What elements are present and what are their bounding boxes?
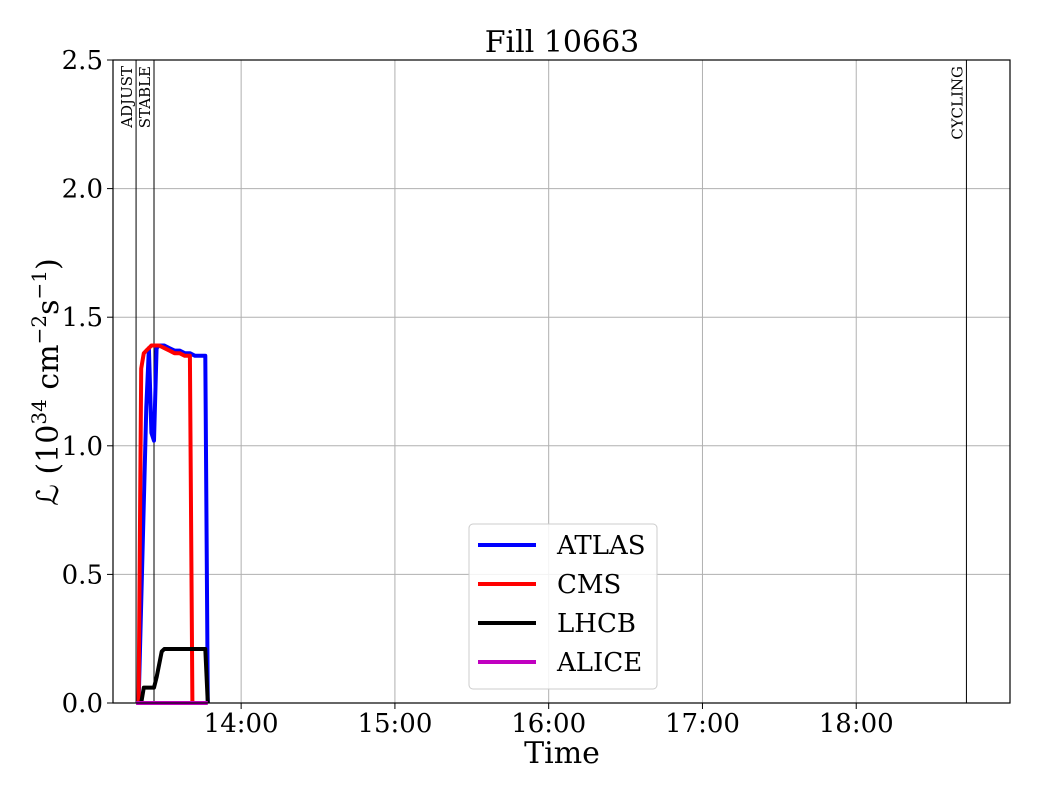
y-tick-label: 0.0 — [62, 689, 103, 719]
x-tick-label: 18:00 — [819, 709, 894, 739]
x-tick-label: 16:00 — [511, 709, 586, 739]
y-label-exp2: −2 — [27, 315, 51, 344]
y-label-mid: cm — [31, 344, 66, 399]
phase-label-adjust: ADJUST — [118, 66, 136, 129]
legend-label-cms: CMS — [557, 570, 621, 600]
series-line-lhcb — [138, 647, 210, 705]
legend-label-alice: ALICE — [556, 648, 642, 678]
phase-label-cycling: CYCLING — [948, 66, 966, 140]
y-tick-label: 0.5 — [62, 560, 103, 590]
y-tick-label: 2.0 — [62, 175, 103, 205]
legend-label-atlas: ATLAS — [556, 531, 646, 561]
y-label-main: ℒ (10 — [31, 425, 66, 506]
x-tick-label: 14:00 — [204, 709, 279, 739]
y-tick-label: 1.5 — [62, 303, 103, 333]
y-tick-label: 1.0 — [62, 432, 103, 462]
y-label-exp3: −1 — [27, 270, 51, 299]
y-label-mid2: s — [31, 300, 66, 315]
x-tick-label: 15:00 — [357, 709, 432, 739]
legend-label-lhcb: LHCB — [557, 609, 636, 639]
legend: ATLAS CMS LHCB ALICE — [468, 523, 658, 690]
y-label-exp1: 34 — [27, 399, 51, 424]
x-axis-label: Time — [524, 736, 600, 771]
plot-frame — [112, 59, 1011, 704]
y-axis-label: ℒ (1034 cm−2s−1) — [27, 258, 66, 505]
x-tick-label: 17:00 — [665, 709, 740, 739]
legend-box — [468, 523, 658, 690]
phase-markers: ADJUST STABLE CYCLING — [118, 60, 967, 703]
series-layer — [136, 343, 210, 705]
y-label-end: ) — [31, 258, 66, 270]
series-line-atlas — [136, 343, 210, 704]
series-line-cms — [136, 343, 195, 704]
y-tick-label: 2.5 — [62, 46, 103, 76]
phase-label-stable: STABLE — [136, 66, 154, 128]
y-axis: 0.0 0.5 1.0 1.5 2.0 2.5 — [62, 46, 113, 719]
chart-title: Fill 10663 — [485, 25, 640, 60]
x-axis: 14:00 15:00 16:00 17:00 18:00 — [204, 703, 894, 739]
